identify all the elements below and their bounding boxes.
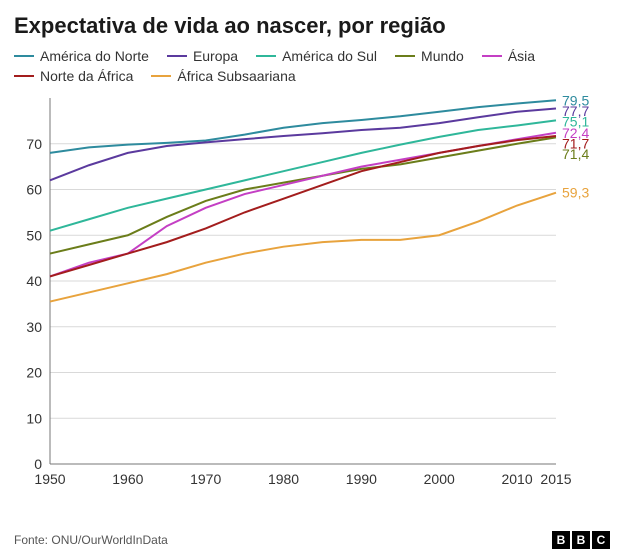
y-tick-label: 70 — [26, 136, 42, 152]
bbc-logo-box: C — [592, 531, 610, 549]
legend-swatch — [395, 55, 415, 57]
chart-svg: 0 10 20 30 40 50 60 70 1950 1960 1970 1980 1990 2000 2… — [14, 92, 610, 492]
legend-label: Ásia — [508, 48, 535, 64]
legend-swatch — [167, 55, 187, 57]
legend-item: Mundo — [395, 48, 464, 64]
x-tick-label: 1960 — [112, 471, 143, 487]
legend-swatch — [482, 55, 502, 57]
series-end-label: 71,7 — [562, 135, 589, 151]
series-line — [50, 138, 556, 254]
chart-footer: Fonte: ONU/OurWorldInData BBC — [14, 531, 610, 549]
bbc-logo-box: B — [552, 531, 570, 549]
legend-item: América do Norte — [14, 48, 149, 64]
legend-label: Mundo — [421, 48, 464, 64]
source-label: Fonte: ONU/OurWorldInData — [14, 533, 168, 547]
bbc-logo-box: B — [572, 531, 590, 549]
x-tick-label: 2015 — [540, 471, 571, 487]
x-tick-label: 1990 — [346, 471, 377, 487]
legend-label: África Subsaariana — [177, 68, 295, 84]
x-tick-label: 2010 — [501, 471, 532, 487]
series-line — [50, 136, 556, 276]
legend-swatch — [151, 75, 171, 77]
y-tick-label: 40 — [26, 273, 42, 289]
legend-swatch — [14, 75, 34, 77]
legend-item: Norte da África — [14, 68, 133, 84]
chart-figure: Expectativa de vida ao nascer, por regiã… — [0, 0, 624, 559]
legend-label: Europa — [193, 48, 238, 64]
chart-plot-area: 0 10 20 30 40 50 60 70 1950 1960 1970 1980 1990 2000 2… — [14, 92, 610, 492]
legend-item: Europa — [167, 48, 238, 64]
y-tick-label: 50 — [26, 227, 42, 243]
y-tick-label: 30 — [26, 319, 42, 335]
series-line — [50, 121, 556, 231]
chart-title: Expectativa de vida ao nascer, por regiã… — [14, 14, 610, 38]
x-tick-label: 1950 — [34, 471, 65, 487]
y-tick-label: 0 — [34, 456, 42, 472]
legend-item: África Subsaariana — [151, 68, 295, 84]
legend: América do Norte Europa América do Sul Mund… — [14, 48, 574, 84]
bbc-logo: BBC — [552, 531, 610, 549]
legend-item: Ásia — [482, 48, 535, 64]
legend-swatch — [256, 55, 276, 57]
x-tick-label: 1980 — [268, 471, 299, 487]
legend-label: América do Norte — [40, 48, 149, 64]
x-tick-label: 1970 — [190, 471, 221, 487]
legend-swatch — [14, 55, 34, 57]
legend-item: América do Sul — [256, 48, 377, 64]
legend-label: América do Sul — [282, 48, 377, 64]
y-tick-label: 60 — [26, 182, 42, 198]
y-tick-label: 10 — [26, 410, 42, 426]
y-tick-label: 20 — [26, 365, 42, 381]
series-end-label: 59,3 — [562, 185, 589, 201]
x-tick-label: 2000 — [424, 471, 455, 487]
legend-label: Norte da África — [40, 68, 133, 84]
